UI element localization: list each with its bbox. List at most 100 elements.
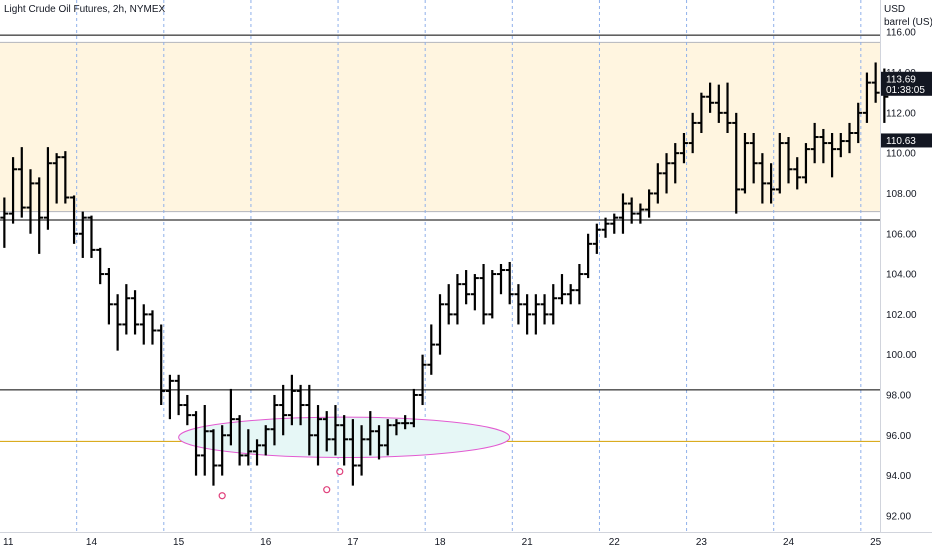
ohlc-bar (348, 419, 357, 486)
ohlc-bar (139, 304, 148, 345)
vertical-grid (76, 0, 862, 532)
ohlc-bar (740, 133, 749, 194)
price-badge-countdown: 01:38:05 (886, 85, 925, 96)
x-tick-label: 22 (609, 537, 621, 548)
ohlc-bar (122, 284, 131, 335)
ohlc-bar (862, 72, 871, 123)
highlight-zone (0, 42, 880, 212)
ohlc-bar (104, 268, 113, 325)
ohlc-bar (331, 405, 340, 456)
ohlc-bar (444, 284, 453, 325)
ohlc-bar (131, 290, 140, 335)
ohlc-bar (479, 263, 488, 325)
y-tick-label: 100.00 (886, 350, 917, 361)
y-tick-label: 116.00 (886, 28, 916, 39)
x-tick-label: 11 (3, 537, 14, 548)
y-tick-label: 92.00 (886, 511, 911, 522)
circle-marker (336, 467, 344, 476)
ohlc-bar (392, 419, 401, 436)
ohlc-bar (854, 102, 863, 144)
price-badge-bg (881, 133, 932, 148)
ohlc-bar (78, 211, 87, 258)
y-tick-label: 96.00 (886, 431, 911, 442)
ohlc-bar (418, 354, 427, 406)
ohlc-bar (610, 213, 619, 234)
ohlc-bar (566, 284, 575, 305)
y-tick-label: 98.00 (886, 390, 911, 401)
ohlc-bar (113, 294, 122, 351)
ohlc-bar (470, 274, 479, 311)
ohlc-bar (636, 203, 645, 224)
ohlc-bar (462, 270, 471, 305)
ohlc-bar (549, 284, 558, 325)
y-tick-label: 104.00 (886, 270, 917, 281)
price-badge: 110.63 (881, 133, 932, 148)
ohlc-bar (828, 133, 837, 178)
ohlc-bar (9, 157, 18, 224)
x-tick-label: 24 (783, 537, 795, 548)
ohlc-bar (732, 112, 741, 214)
x-tick-label: 23 (696, 537, 708, 548)
ohlc-bar (357, 425, 366, 476)
ohlc-bar (366, 411, 375, 456)
x-tick-label: 14 (86, 537, 98, 548)
ohlc-bar (531, 294, 540, 335)
circle-markers (218, 467, 344, 500)
price-badge-value: 113.69 (886, 74, 916, 85)
ohlc-bar (679, 133, 688, 164)
ohlc-bar (70, 195, 79, 244)
ohlc-bar (671, 143, 680, 184)
ohlc-bar (296, 384, 305, 426)
ohlc-bar (270, 394, 279, 446)
ohlc-bar (87, 215, 96, 258)
ohlc-bar (96, 247, 105, 285)
ohlc-bar (17, 147, 26, 218)
ohlc-bar (279, 384, 288, 436)
y-tick-label: 112.00 (886, 108, 916, 119)
ohlc-bar (218, 425, 227, 476)
ohlc-bar (174, 374, 183, 416)
time-axis[interactable]: 11 14 15 16 17 18 21 22 23 24 25 (3, 537, 882, 548)
ohlc-bar (540, 294, 549, 325)
x-tick-label: 21 (522, 537, 534, 548)
ohlc-bar (871, 62, 880, 103)
y-tick-label: 94.00 (886, 471, 911, 482)
ohlc-bar (618, 193, 627, 234)
ohlc-bar (749, 133, 758, 184)
ohlc-bar (427, 324, 436, 375)
currency-label: USD (884, 4, 905, 15)
ohlc-bar (496, 263, 505, 295)
x-tick-label: 17 (347, 537, 359, 548)
chart-title: Light Crude Oil Futures, 2h, NYMEX (4, 4, 166, 15)
ohlc-bar (775, 133, 784, 194)
ohlc-bar (157, 324, 166, 406)
ohlc-bar (314, 405, 323, 466)
unit-label: barrel (US) (884, 17, 932, 28)
ohlc-bar (714, 84, 723, 123)
ohlc-bar (758, 153, 767, 204)
ohlc-bar (383, 419, 392, 456)
ohlc-bar (340, 415, 349, 466)
ohlc-bar (523, 294, 532, 335)
circle-marker (323, 486, 331, 494)
ohlc-bar (505, 261, 514, 305)
ohlc-bar (192, 411, 201, 476)
ohlc-bar (209, 429, 218, 486)
ohlc-bar (514, 284, 523, 325)
ohlc-bar (61, 151, 70, 204)
ohlc-bar (35, 177, 44, 254)
circle-marker (218, 492, 226, 500)
y-tick-label: 108.00 (886, 189, 917, 200)
ohlc-bar (235, 415, 244, 466)
ohlc-bar (845, 122, 854, 154)
zone-layer (0, 41, 880, 213)
y-tick-label: 102.00 (886, 310, 917, 321)
y-tick-label: 110.00 (886, 149, 916, 160)
ohlc-bar (767, 163, 776, 204)
ohlc-bar (836, 133, 845, 158)
ohlc-bar (183, 394, 192, 426)
